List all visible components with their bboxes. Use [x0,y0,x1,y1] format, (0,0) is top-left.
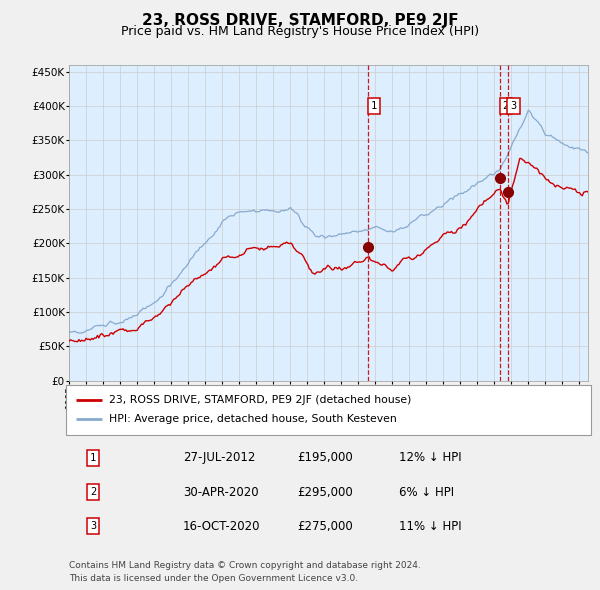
Text: 11% ↓ HPI: 11% ↓ HPI [399,520,461,533]
Text: 6% ↓ HPI: 6% ↓ HPI [399,486,454,499]
Text: 1: 1 [90,453,96,463]
Text: Contains HM Land Registry data © Crown copyright and database right 2024.
This d: Contains HM Land Registry data © Crown c… [69,562,421,583]
Text: 30-APR-2020: 30-APR-2020 [183,486,259,499]
Text: 16-OCT-2020: 16-OCT-2020 [183,520,260,533]
Text: 2: 2 [90,487,96,497]
Text: 1: 1 [371,101,377,111]
Text: £195,000: £195,000 [297,451,353,464]
Text: Price paid vs. HM Land Registry's House Price Index (HPI): Price paid vs. HM Land Registry's House … [121,25,479,38]
Text: 3: 3 [90,522,96,531]
Text: 12% ↓ HPI: 12% ↓ HPI [399,451,461,464]
Text: HPI: Average price, detached house, South Kesteven: HPI: Average price, detached house, Sout… [109,415,397,424]
Text: 3: 3 [511,101,517,111]
Text: 23, ROSS DRIVE, STAMFORD, PE9 2JF: 23, ROSS DRIVE, STAMFORD, PE9 2JF [142,13,458,28]
Text: 23, ROSS DRIVE, STAMFORD, PE9 2JF (detached house): 23, ROSS DRIVE, STAMFORD, PE9 2JF (detac… [109,395,412,405]
Text: 2: 2 [503,101,509,111]
Text: 27-JUL-2012: 27-JUL-2012 [183,451,256,464]
Text: £295,000: £295,000 [297,486,353,499]
Text: £275,000: £275,000 [297,520,353,533]
